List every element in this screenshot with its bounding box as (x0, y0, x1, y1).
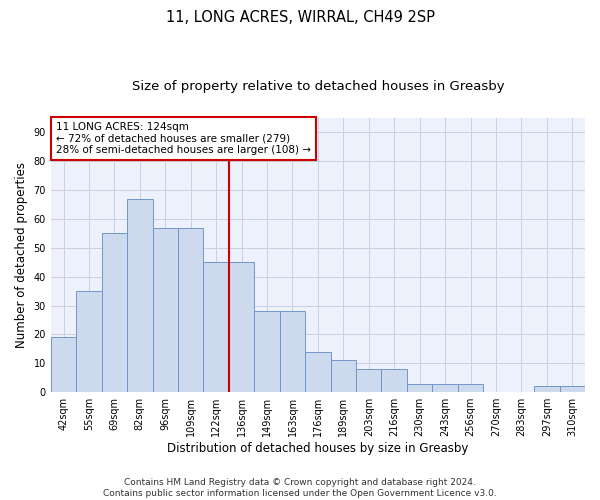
Bar (152, 228, 178, 392)
Bar (254, 312, 280, 392)
Bar (51, 338, 76, 392)
Bar (280, 312, 305, 392)
Bar (560, 386, 585, 392)
Title: Size of property relative to detached houses in Greasby: Size of property relative to detached ho… (131, 80, 504, 93)
Text: 11 LONG ACRES: 124sqm
← 72% of detached houses are smaller (279)
28% of semi-det: 11 LONG ACRES: 124sqm ← 72% of detached … (56, 122, 311, 155)
Bar (101, 234, 127, 392)
Bar (178, 228, 203, 392)
Bar (382, 369, 407, 392)
Bar (356, 369, 382, 392)
Bar (433, 384, 458, 392)
Bar (407, 384, 433, 392)
Y-axis label: Number of detached properties: Number of detached properties (15, 162, 28, 348)
Bar (305, 352, 331, 392)
Text: Contains HM Land Registry data © Crown copyright and database right 2024.
Contai: Contains HM Land Registry data © Crown c… (103, 478, 497, 498)
Bar (534, 386, 560, 392)
X-axis label: Distribution of detached houses by size in Greasby: Distribution of detached houses by size … (167, 442, 469, 455)
Bar (458, 384, 483, 392)
Text: 11, LONG ACRES, WIRRAL, CH49 2SP: 11, LONG ACRES, WIRRAL, CH49 2SP (166, 10, 434, 25)
Bar (127, 198, 152, 392)
Bar (76, 291, 101, 392)
Bar (203, 262, 229, 392)
Bar (229, 262, 254, 392)
Bar (331, 360, 356, 392)
